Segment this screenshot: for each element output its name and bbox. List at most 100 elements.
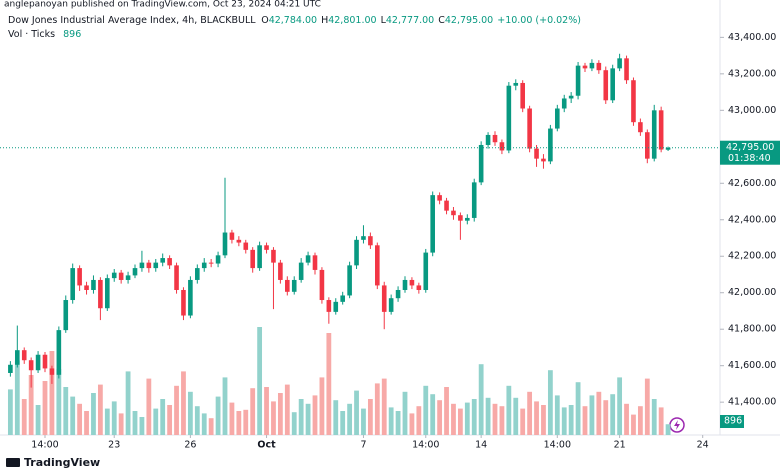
candle-body xyxy=(298,262,304,280)
candle-body xyxy=(354,239,359,266)
candle-body xyxy=(471,182,477,218)
volume-bar xyxy=(326,333,332,435)
candle-body xyxy=(146,262,152,269)
volume-bar xyxy=(374,383,380,435)
candle-body xyxy=(534,148,539,159)
candle-body xyxy=(444,200,449,211)
volume-header: Vol · Ticks 896 xyxy=(8,29,81,40)
x-tick-label: 24 xyxy=(697,440,709,451)
volume-bar xyxy=(167,405,173,435)
candle-body xyxy=(665,147,671,150)
candle-body xyxy=(250,249,255,269)
candle-body xyxy=(264,245,269,250)
x-tick-label: 7 xyxy=(360,440,366,451)
volume-bar xyxy=(347,403,353,435)
volume-bar xyxy=(582,406,588,435)
volume-bar xyxy=(229,402,235,435)
candle-body xyxy=(624,58,629,81)
volume-bar xyxy=(298,399,304,435)
candle-body xyxy=(651,110,657,159)
volume-bar xyxy=(264,387,269,435)
volume-last: 896 xyxy=(63,29,81,40)
volume-bar xyxy=(395,411,401,435)
volume-bar xyxy=(236,411,242,435)
volume-bar xyxy=(658,407,664,435)
candle-body xyxy=(340,295,345,302)
candle-body xyxy=(70,268,75,301)
header: Dow Jones Industrial Average Index, 4h, … xyxy=(8,15,581,26)
candle-body xyxy=(77,268,82,286)
x-tick-label: 14:00 xyxy=(544,440,571,451)
candle-body xyxy=(271,249,276,263)
volume-bar xyxy=(257,327,263,435)
y-tick-label: 41,400.00 xyxy=(728,397,776,408)
candle-body xyxy=(285,279,290,292)
brand: TradingView xyxy=(6,456,100,469)
volume-bar xyxy=(416,406,422,435)
candle-body xyxy=(326,300,332,312)
candle-body xyxy=(631,80,636,123)
volume-bar xyxy=(624,403,629,435)
x-tick-label: 21 xyxy=(614,440,626,451)
candle-body xyxy=(368,236,373,246)
candle-body xyxy=(305,255,311,263)
candle-body xyxy=(499,142,505,151)
candle-body xyxy=(132,268,138,276)
volume-bar xyxy=(118,413,124,435)
volume-bar xyxy=(499,406,505,435)
candle-body xyxy=(195,268,200,280)
volume-bar xyxy=(291,412,297,435)
y-tick-label: 42,200.00 xyxy=(728,251,776,262)
ohlc-value: 42,801.00 xyxy=(328,15,376,26)
candle-body xyxy=(208,262,214,264)
volume-bar xyxy=(423,385,429,435)
volume-bar xyxy=(651,399,657,435)
volume-last-box xyxy=(720,415,744,428)
candle-body xyxy=(111,272,117,279)
candle-body xyxy=(174,265,179,290)
volume-bar xyxy=(319,377,325,435)
volume-bar xyxy=(146,378,152,435)
candle-body xyxy=(478,144,484,183)
volume-bar xyxy=(97,384,103,435)
candle-body xyxy=(291,279,297,292)
volume-bar xyxy=(56,369,62,435)
candle-body xyxy=(430,195,435,253)
volume-bar xyxy=(125,371,131,435)
y-tick-label: 42,400.00 xyxy=(728,214,776,225)
candle-body xyxy=(333,301,339,312)
candle-body xyxy=(167,258,172,266)
ohlc-prefix: H xyxy=(321,15,328,26)
candle-body xyxy=(402,279,408,290)
volume-bar xyxy=(367,399,373,435)
volume-bar xyxy=(312,395,318,435)
candle-body xyxy=(575,65,581,96)
candle-body xyxy=(257,245,262,269)
volume-bar xyxy=(437,400,443,435)
y-tick-label: 43,400.00 xyxy=(728,32,776,43)
volume-bar xyxy=(305,403,311,435)
ohlc-value: 42,777.00 xyxy=(386,15,434,26)
candle-body xyxy=(451,210,456,216)
volume-bar xyxy=(174,385,179,435)
volume-bar xyxy=(181,371,186,435)
candle-body xyxy=(409,279,415,286)
volume-bar xyxy=(222,377,228,435)
x-tick-label: 26 xyxy=(184,440,196,451)
volume-bar xyxy=(492,403,498,435)
icon-bolt xyxy=(674,420,680,430)
last-price-box xyxy=(720,140,780,165)
candle-body xyxy=(160,258,165,263)
ohlc-value: 42,795.00 xyxy=(445,15,493,26)
candle-body xyxy=(181,289,186,316)
volume-bar xyxy=(91,393,96,435)
candle-body xyxy=(375,245,380,286)
candle-body xyxy=(42,354,48,369)
volume-bar xyxy=(554,395,560,435)
volume-bar xyxy=(271,401,276,435)
change-label: +10.00 (+0.02%) xyxy=(497,15,581,26)
volume-bar xyxy=(28,375,34,435)
volume-bar xyxy=(49,351,55,435)
volume-bar xyxy=(457,408,463,435)
